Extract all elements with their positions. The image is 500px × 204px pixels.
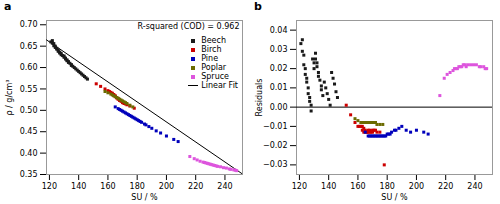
html-text:Beech: Beech bbox=[201, 36, 226, 45]
svg-text:0.45: 0.45 bbox=[20, 127, 38, 136]
svg-text:200: 200 bbox=[159, 182, 174, 191]
svg-text:220: 220 bbox=[188, 182, 203, 191]
svg-text:0.35: 0.35 bbox=[20, 170, 38, 179]
svg-text:220: 220 bbox=[438, 182, 453, 191]
html-text:Spruce: Spruce bbox=[201, 72, 229, 81]
html-text:Pine: Pine bbox=[201, 54, 219, 63]
svg-text:240: 240 bbox=[467, 182, 482, 191]
svg-text:120: 120 bbox=[292, 182, 307, 191]
svg-text:SU / %: SU / % bbox=[381, 193, 408, 202]
html-text:Linear Fit: Linear Fit bbox=[201, 81, 238, 90]
svg-text:−0.03: −0.03 bbox=[263, 160, 288, 169]
svg-text:140: 140 bbox=[71, 182, 86, 191]
html-text:a: a bbox=[4, 0, 12, 13]
svg-text:−0.02: −0.02 bbox=[263, 141, 288, 150]
svg-text:0.55: 0.55 bbox=[20, 85, 38, 94]
svg-text:0.04: 0.04 bbox=[270, 26, 288, 35]
svg-text:0.40: 0.40 bbox=[20, 149, 38, 158]
svg-text:ρ / g/cm³: ρ / g/cm³ bbox=[5, 79, 14, 115]
svg-text:180: 180 bbox=[380, 182, 395, 191]
svg-text:Residuals: Residuals bbox=[255, 79, 264, 117]
svg-text:0.70: 0.70 bbox=[20, 20, 38, 29]
svg-text:0.02: 0.02 bbox=[270, 64, 288, 73]
svg-text:0.01: 0.01 bbox=[270, 83, 288, 92]
svg-text:R-squared (COD) = 0.962: R-squared (COD) = 0.962 bbox=[138, 22, 240, 31]
svg-text:240: 240 bbox=[217, 182, 232, 191]
svg-text:0.50: 0.50 bbox=[20, 106, 38, 115]
svg-text:160: 160 bbox=[350, 182, 365, 191]
svg-text:140: 140 bbox=[321, 182, 336, 191]
svg-text:0.03: 0.03 bbox=[270, 45, 288, 54]
svg-text:0.60: 0.60 bbox=[20, 63, 38, 72]
svg-text:180: 180 bbox=[130, 182, 145, 191]
svg-text:SU / %: SU / % bbox=[131, 193, 158, 202]
svg-text:0.65: 0.65 bbox=[20, 42, 38, 51]
html-text:b: b bbox=[254, 0, 262, 13]
html-text:Birch: Birch bbox=[201, 45, 222, 54]
svg-text:160: 160 bbox=[100, 182, 115, 191]
svg-text:120: 120 bbox=[42, 182, 57, 191]
svg-text:0.00: 0.00 bbox=[270, 103, 288, 112]
svg-text:−0.01: −0.01 bbox=[263, 122, 288, 131]
html-text:Poplar: Poplar bbox=[201, 63, 227, 72]
svg-text:200: 200 bbox=[409, 182, 424, 191]
